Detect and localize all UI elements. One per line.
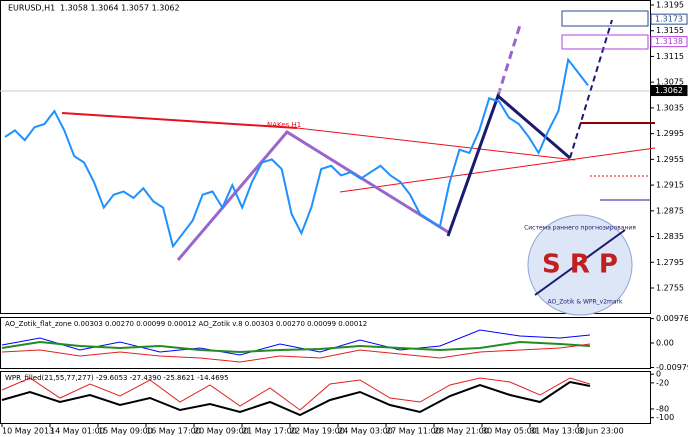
axis-label: -20 [656, 378, 669, 387]
axis-label: 0 [656, 370, 661, 379]
ohlc: 1.3058 1.3064 1.3057 1.3062 [60, 4, 180, 13]
annotation: NAKes H1 [267, 121, 301, 129]
price-label: 1.2995 [656, 129, 684, 138]
time-label: 28 May 21:00 [434, 427, 489, 436]
zone-blue [561, 10, 649, 27]
price-label: 1.2915 [656, 181, 684, 190]
time-label: 15 May 09:00 [98, 427, 153, 436]
ind1-label: AO_Zotik_flat_zone 0.00303 0.00270 0.000… [5, 320, 367, 328]
axis-label: -100 [656, 413, 674, 422]
time-label: 21 May 17:00 [242, 427, 297, 436]
symbol: EURUSD,H1 [8, 4, 55, 13]
price-label: 1.2795 [656, 258, 684, 267]
ind2-line [1, 377, 591, 411]
ind2-frame [0, 371, 651, 424]
logo [527, 214, 633, 316]
trendline [296, 127, 576, 161]
main-frame [0, 0, 651, 314]
axis-label: -80 [656, 404, 669, 413]
drawings [0, 10, 656, 417]
price-box [650, 13, 688, 25]
price-box [650, 85, 688, 97]
price-label: 1.3115 [656, 52, 684, 61]
logo-letters: S R P [542, 250, 618, 280]
logo-ring: Система раннего прогнозирования [524, 225, 636, 232]
time-label: 22 May 19:00 [290, 427, 345, 436]
projection [569, 19, 613, 159]
ind2-line [1, 380, 591, 417]
ind1-line [1, 340, 591, 354]
ind1-line [1, 343, 591, 363]
price-box [650, 36, 688, 48]
time-label: 20 May 09:00 [194, 427, 249, 436]
time-label: 27 May 11:00 [386, 427, 441, 436]
time-label: 31 May 13:00 [530, 427, 585, 436]
price-label: 1.3035 [656, 103, 684, 112]
zigzag [176, 130, 449, 261]
price-box-label: 1.3138 [655, 37, 683, 46]
logo-footer: AO_Zotik & WPR_v2mark [547, 299, 623, 306]
price-label: 1.2755 [656, 284, 684, 293]
time-label: 24 May 03:00 [338, 427, 393, 436]
price-line [4, 57, 589, 249]
axis-label: 0.00976 [656, 314, 688, 323]
time-label: 3 Jun 23:00 [578, 427, 624, 436]
price-box-label: 1.3062 [655, 86, 683, 95]
price-label: 1.3075 [656, 78, 684, 87]
price-box-label: 1.3173 [655, 15, 683, 24]
time-label: 16 May 17:00 [146, 427, 201, 436]
axis-label: 0.00 [656, 339, 674, 348]
price-label: 1.2835 [656, 232, 684, 241]
time-label: 14 May 01:00 [50, 427, 105, 436]
price-label: 1.2875 [656, 206, 684, 215]
logo-arrow [534, 229, 626, 296]
ind2-label: WPR_filled(21,55,77,277) -29.6053 -27.43… [5, 374, 229, 382]
trendline [339, 147, 656, 193]
zone-purple [561, 34, 649, 50]
price-label: 1.3155 [656, 26, 684, 35]
price-label: 1.2955 [656, 155, 684, 164]
time-label: 10 May 2013 [2, 427, 54, 436]
time-label: 30 May 05:00 [482, 427, 537, 436]
axis-label: -0.00979 [656, 363, 688, 372]
price-label: 1.3195 [656, 1, 684, 10]
trendline [61, 112, 298, 129]
